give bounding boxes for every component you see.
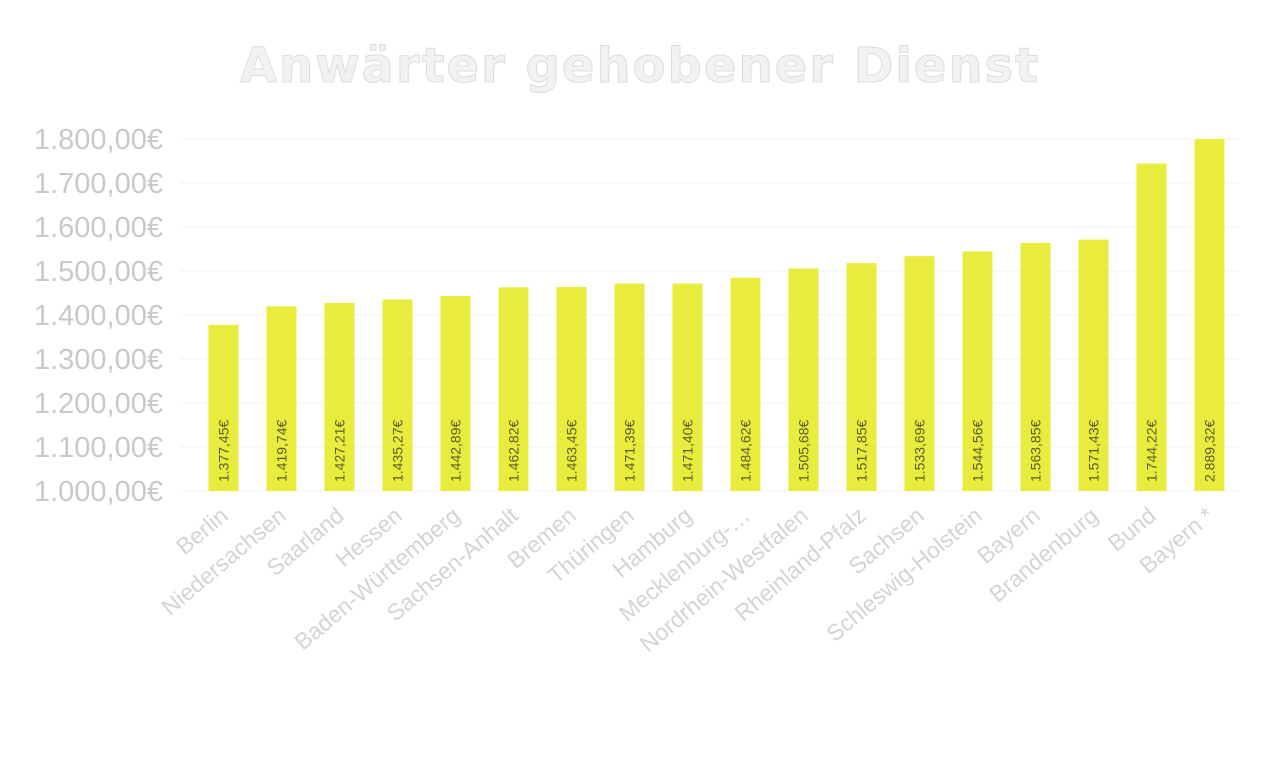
bar-value-label: 1.563,85€: [1028, 420, 1044, 482]
bar: [788, 268, 819, 491]
bar: [266, 306, 297, 491]
bar-value-label: 1.435,27€: [390, 420, 406, 482]
bar: [498, 287, 529, 491]
bar-value-label: 1.442,89€: [448, 420, 464, 482]
bar-value-label: 1.517,85€: [854, 420, 870, 482]
bar: [324, 303, 355, 491]
bar-value-label: 2.889,32€: [1202, 420, 1218, 482]
bar-value-label: 1.471,39€: [622, 420, 638, 482]
bar: [1194, 139, 1225, 491]
bar: [730, 277, 761, 491]
bar-value-label: 1.427,21€: [332, 420, 348, 482]
bar: [208, 324, 239, 491]
y-tick-label: 1.200,00€: [34, 388, 163, 420]
bar-value-label: 1.419,74€: [274, 420, 290, 482]
bar-value-label: 1.471,40€: [680, 420, 696, 482]
bar: [1020, 242, 1051, 491]
y-tick-label: 1.400,00€: [34, 300, 163, 332]
bar-value-label: 1.377,45€: [216, 420, 232, 482]
bar: [962, 251, 993, 491]
bar-value-label: 1.463,45€: [564, 420, 580, 482]
y-tick-label: 1.600,00€: [34, 212, 163, 244]
y-tick-label: 1.800,00€: [34, 124, 163, 156]
bar-value-label: 1.505,68€: [796, 420, 812, 482]
y-axis: 1.000,00€ 1.100,00€ 1.200,00€ 1.300,00€ 1.40…: [34, 124, 163, 508]
bar: [556, 287, 587, 491]
x-axis: BerlinNiedersachsenSaarlandHessenBaden-W…: [156, 502, 1218, 658]
bar: [382, 299, 413, 491]
bar: [1136, 163, 1167, 491]
bar-value-label: 1.533,69€: [912, 420, 928, 482]
y-tick-label: 1.300,00€: [34, 344, 163, 376]
bar-value-label: 1.462,82€: [506, 420, 522, 482]
chart-title: Anwärter gehobener Dienst: [240, 38, 1040, 94]
bar-value-label: 1.744,22€: [1144, 420, 1160, 482]
bar: [1078, 239, 1109, 491]
bar: [614, 283, 645, 491]
y-tick-label: 1.700,00€: [34, 168, 163, 200]
bar: [440, 296, 471, 491]
y-tick-label: 1.000,00€: [34, 476, 163, 508]
bar-value-label: 1.544,56€: [970, 420, 986, 482]
y-tick-label: 1.100,00€: [34, 432, 163, 464]
bar: [904, 256, 935, 491]
bar-value-label: 1.484,62€: [738, 420, 754, 482]
bars: 1.377,45€ 1.419,74€ 1.427,21€ 1.435,27€ 1.44…: [208, 139, 1225, 491]
bar: [846, 263, 877, 491]
y-tick-label: 1.500,00€: [34, 256, 163, 288]
gridlines: [180, 138, 1240, 492]
bar: [672, 283, 703, 491]
bar-value-label: 1.571,43€: [1086, 420, 1102, 482]
